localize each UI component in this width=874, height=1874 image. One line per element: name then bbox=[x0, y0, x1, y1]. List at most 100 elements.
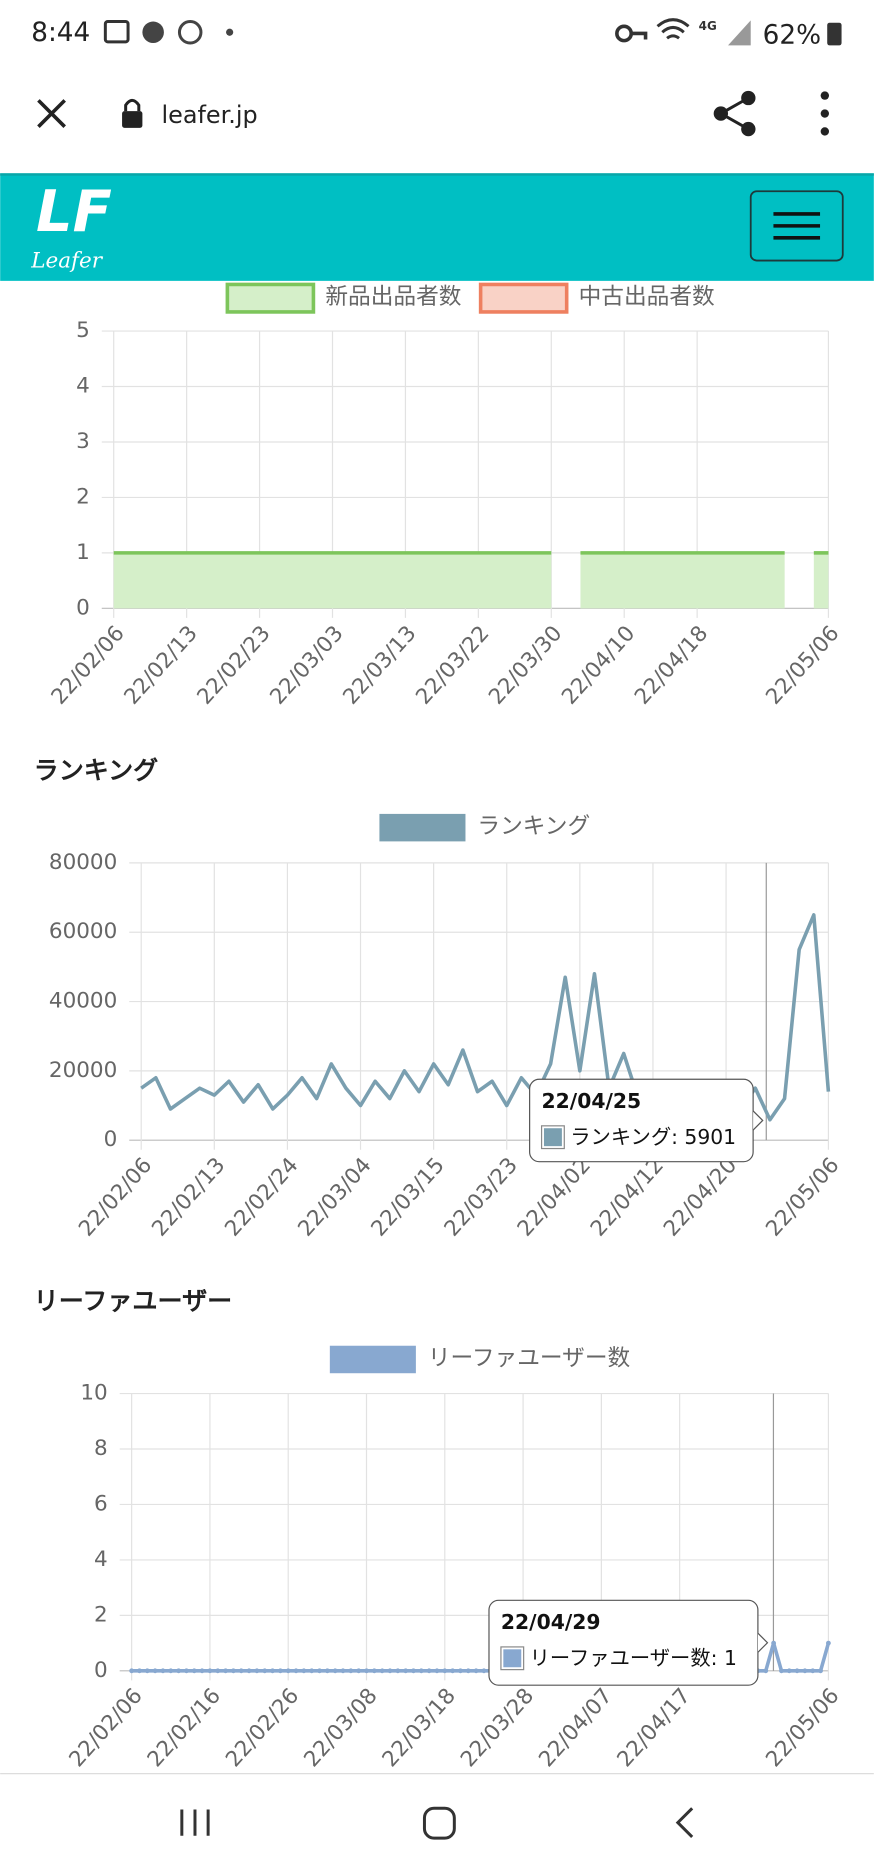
point bbox=[794, 1668, 800, 1674]
x-tick-label: 22/03/28 bbox=[456, 1684, 539, 1772]
point bbox=[340, 1668, 346, 1674]
hamburger-icon bbox=[773, 212, 821, 240]
point bbox=[199, 1668, 205, 1674]
y-tick-label: 1 bbox=[76, 540, 90, 565]
battery-percent: 62% bbox=[763, 20, 821, 50]
point bbox=[332, 1668, 338, 1674]
point bbox=[458, 1668, 463, 1674]
point bbox=[418, 1668, 424, 1674]
point bbox=[215, 1668, 221, 1674]
network-type: 4G bbox=[699, 19, 717, 33]
x-tick-label: 22/04/07 bbox=[534, 1684, 617, 1772]
recent-apps-button[interactable] bbox=[180, 1809, 210, 1836]
point bbox=[434, 1668, 440, 1674]
point bbox=[356, 1668, 362, 1674]
point bbox=[152, 1668, 158, 1674]
x-tick-label: 22/02/13 bbox=[147, 1153, 230, 1241]
point bbox=[786, 1668, 792, 1674]
battery-icon bbox=[827, 22, 842, 46]
point bbox=[246, 1668, 252, 1674]
point bbox=[309, 1668, 315, 1674]
y-tick-label: 3 bbox=[76, 429, 90, 454]
point bbox=[137, 1668, 142, 1674]
x-tick-label: 22/05/06 bbox=[761, 621, 844, 709]
point bbox=[207, 1668, 213, 1674]
y-tick-label: 40000 bbox=[49, 989, 117, 1014]
point bbox=[763, 1668, 769, 1674]
x-tick-label: 22/04/02 bbox=[513, 1153, 596, 1241]
x-tick-label: 22/04/18 bbox=[630, 621, 713, 709]
legend-label: 新品出品者数 bbox=[325, 284, 461, 310]
tooltip-label: リーファユーザー数: 1 bbox=[530, 1646, 737, 1670]
y-tick-label: 4 bbox=[76, 374, 90, 399]
tooltip-title: 22/04/29 bbox=[501, 1610, 601, 1634]
y-tick-label: 2 bbox=[76, 484, 90, 509]
point bbox=[176, 1668, 182, 1674]
web-icon bbox=[177, 20, 203, 45]
chart-title: リーファユーザー bbox=[34, 1287, 233, 1316]
back-button[interactable] bbox=[675, 1807, 694, 1839]
app-icon bbox=[142, 21, 164, 44]
point bbox=[168, 1668, 174, 1674]
point bbox=[285, 1668, 291, 1674]
y-tick-label: 0 bbox=[94, 1658, 108, 1683]
header-bg bbox=[0, 173, 874, 281]
point bbox=[826, 1640, 831, 1646]
x-tick-label: 22/04/12 bbox=[586, 1153, 669, 1241]
close-button[interactable] bbox=[37, 99, 66, 128]
legend-label: 中古出品者数 bbox=[579, 284, 715, 310]
legend-swatch bbox=[225, 282, 316, 314]
x-tick-label: 22/04/17 bbox=[613, 1684, 696, 1772]
y-tick-label: 10 bbox=[80, 1381, 107, 1406]
point bbox=[403, 1668, 409, 1674]
x-tick-label: 22/03/23 bbox=[440, 1153, 523, 1241]
site-header: LF Leafer bbox=[0, 173, 874, 281]
legend: ランキング bbox=[379, 814, 590, 842]
share-button[interactable] bbox=[713, 90, 756, 137]
logo[interactable]: LF bbox=[36, 178, 112, 245]
point bbox=[317, 1668, 322, 1674]
tooltip-pointer bbox=[752, 1110, 764, 1131]
point bbox=[231, 1668, 236, 1674]
point bbox=[771, 1640, 777, 1646]
x-tick-label: 22/03/13 bbox=[338, 621, 421, 709]
x-tick-label: 22/02/06 bbox=[65, 1684, 148, 1772]
key-icon-stem bbox=[631, 31, 648, 40]
point bbox=[277, 1668, 283, 1674]
tooltip-label: ランキング: 5901 bbox=[570, 1125, 736, 1149]
nav-bg bbox=[0, 1773, 874, 1874]
tooltip-swatch-border bbox=[540, 1125, 565, 1150]
point bbox=[223, 1668, 228, 1674]
lock-shackle bbox=[124, 98, 141, 112]
chart-title: ランキング bbox=[34, 756, 159, 785]
point bbox=[348, 1668, 354, 1674]
logo-text[interactable]: Leafer bbox=[30, 249, 104, 274]
point bbox=[411, 1668, 416, 1674]
x-tick-label: 22/02/13 bbox=[120, 621, 203, 709]
legend-swatch bbox=[329, 1345, 416, 1374]
hamburger-button[interactable] bbox=[749, 190, 844, 262]
point bbox=[473, 1668, 479, 1674]
tooltip-swatch bbox=[500, 1646, 524, 1670]
legend: リーファユーザー数 bbox=[329, 1345, 631, 1374]
point bbox=[450, 1668, 456, 1674]
area bbox=[813, 552, 829, 609]
dot-icon bbox=[226, 28, 234, 36]
point bbox=[293, 1668, 299, 1674]
home-button[interactable] bbox=[422, 1806, 456, 1840]
legend-label: ランキング bbox=[477, 814, 590, 840]
header-border bbox=[0, 173, 874, 176]
x-tick-label: 22/02/26 bbox=[221, 1684, 304, 1772]
point bbox=[395, 1668, 401, 1674]
url[interactable]: leafer.jp bbox=[162, 101, 258, 129]
menu-button[interactable] bbox=[820, 91, 830, 136]
y-tick-label: 4 bbox=[94, 1547, 108, 1572]
point bbox=[324, 1668, 330, 1674]
clock: 8:44 bbox=[31, 18, 90, 48]
bottom-nav bbox=[0, 1773, 874, 1874]
point bbox=[238, 1668, 244, 1674]
x-tick-label: 22/03/18 bbox=[378, 1684, 461, 1772]
point bbox=[481, 1668, 487, 1674]
x-tick-label: 22/04/10 bbox=[557, 621, 640, 709]
tooltip-swatch bbox=[541, 1125, 565, 1149]
